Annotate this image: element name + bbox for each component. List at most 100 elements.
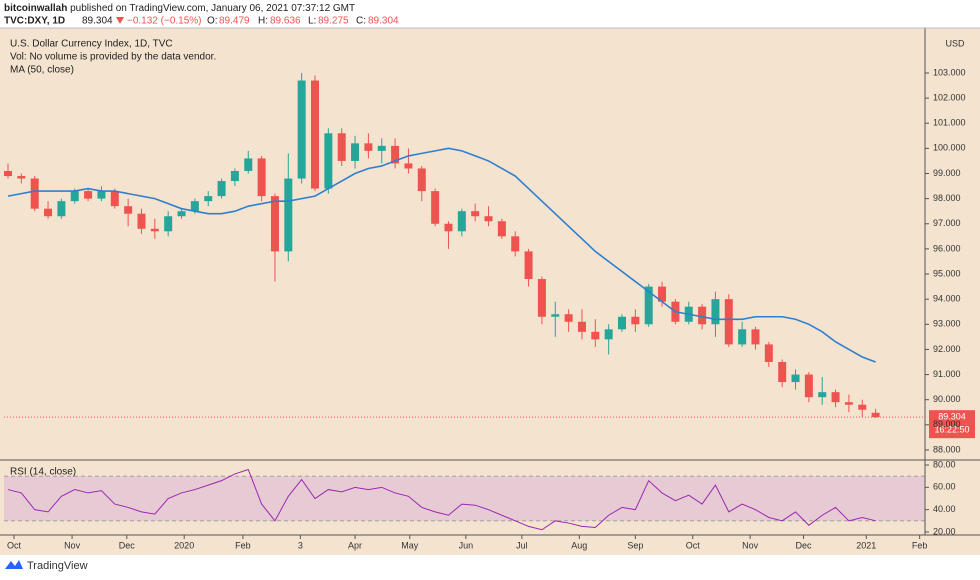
candle-body — [244, 158, 253, 171]
x-tick-label: Feb — [235, 540, 251, 550]
candle-body — [324, 133, 333, 189]
candle-body — [751, 329, 760, 345]
footer: TradingView — [5, 560, 88, 572]
header: bitcoinwallah published on TradingView.c… — [4, 3, 399, 27]
legend-entry: MA (50, close) — [10, 65, 74, 76]
candle-body — [57, 201, 66, 217]
candle-body — [364, 143, 373, 151]
candle-body — [457, 211, 466, 232]
x-tick-label: Nov — [742, 540, 759, 550]
y-tick-label: 101.000 — [933, 118, 966, 128]
candle-body — [537, 279, 546, 317]
candle-body — [804, 374, 813, 398]
candle-body — [164, 216, 173, 232]
x-tick-label: 2020 — [174, 540, 194, 550]
x-tick-label: May — [401, 540, 419, 550]
candle-body — [577, 321, 586, 332]
high-value: 89.636 — [270, 16, 301, 27]
candle-body — [524, 251, 533, 280]
down-arrow — [116, 17, 124, 24]
candle-body — [711, 299, 720, 325]
x-tick-label: Aug — [571, 540, 587, 550]
x-tick-label: Dec — [796, 540, 813, 550]
y-tick-label: 93.000 — [933, 319, 961, 329]
rsi-line — [7, 468, 876, 531]
y-tick-label: 90.000 — [933, 394, 961, 404]
candle-body — [471, 211, 480, 217]
x-tick-label: Feb — [912, 540, 928, 550]
note: Vol: No volume is provided by the data v… — [10, 52, 216, 63]
countdown: 16:22:50 — [934, 425, 969, 435]
x-tick-label: 2021 — [856, 540, 876, 550]
candle-body — [791, 374, 800, 383]
candle-body — [644, 286, 653, 325]
y-tick-label: 60.00 — [933, 482, 956, 492]
candle-body — [631, 316, 640, 325]
candle-body — [297, 80, 306, 179]
candle-body — [137, 213, 146, 229]
candle-body — [618, 316, 627, 330]
candle-body — [217, 181, 226, 197]
last-price-box — [929, 410, 975, 439]
plot: MA (50, close) U.S. Dollar Currency Index… — [0, 27, 980, 555]
candle-body — [110, 191, 119, 207]
y-tick-label: 89.000 — [933, 419, 961, 429]
low-value: 89.275 — [318, 16, 349, 27]
candle-body — [270, 196, 279, 252]
candle-body — [30, 178, 39, 209]
candle-body — [377, 145, 386, 151]
candle-body — [391, 145, 400, 164]
candle-body — [230, 170, 239, 182]
high-label: H: — [258, 16, 268, 27]
candle-body — [97, 191, 106, 199]
y-unit: USD — [945, 38, 965, 48]
change: −0.132 (−0.15%) — [127, 16, 202, 27]
candle-body — [497, 221, 506, 237]
low-label: L: — [308, 16, 316, 27]
last-price-label: 89.304 — [938, 412, 966, 422]
candle-body — [177, 211, 186, 217]
x-tick-label: Oct — [686, 540, 701, 550]
candle-body — [417, 168, 426, 192]
x-tick-label: Nov — [64, 540, 81, 550]
legend-entry: RSI (14, close) — [10, 467, 76, 478]
close-value: 89.304 — [368, 16, 399, 27]
x-tick-label: Sep — [627, 540, 643, 550]
open-label: O: — [207, 16, 218, 27]
candle-body — [604, 329, 613, 340]
y-tick-label: 92.000 — [933, 344, 961, 354]
rsi-band — [4, 476, 925, 521]
candle-body — [511, 236, 520, 252]
published: published on TradingView.com, January 06… — [70, 3, 355, 14]
symbol: TVC:DXY, 1D — [4, 16, 65, 27]
candle-body — [150, 228, 159, 232]
candle-body — [698, 306, 707, 325]
candle-body — [204, 196, 213, 202]
candle-body — [311, 80, 320, 189]
candle-body — [484, 216, 493, 222]
candle-body — [404, 163, 413, 169]
y-tick-label: 20.00 — [933, 526, 956, 536]
chart-title: U.S. Dollar Currency Index, 1D, TVC — [10, 39, 173, 50]
y-tick-label: 88.000 — [933, 444, 961, 454]
y-tick-label: 95.000 — [933, 268, 961, 278]
y-tick-label: 103.000 — [933, 67, 966, 77]
x-tick-label: Jun — [459, 540, 474, 550]
x-tick-label: 3 — [298, 540, 303, 550]
candle-body — [431, 191, 440, 224]
candle-body — [17, 176, 26, 179]
candle-body — [257, 158, 266, 197]
candle-body — [4, 170, 13, 177]
candle-body — [337, 133, 346, 161]
y-tick-label: 97.000 — [933, 218, 961, 228]
y-tick-label: 96.000 — [933, 243, 961, 253]
candle-body — [444, 223, 453, 232]
candle-body — [778, 361, 787, 383]
candle-body — [724, 299, 733, 345]
candle-body — [591, 331, 600, 340]
candle-body — [658, 286, 667, 302]
brand-logo — [5, 560, 23, 569]
y-tick-label: 80.00 — [933, 459, 956, 469]
last-price: 89.304 — [82, 16, 113, 27]
